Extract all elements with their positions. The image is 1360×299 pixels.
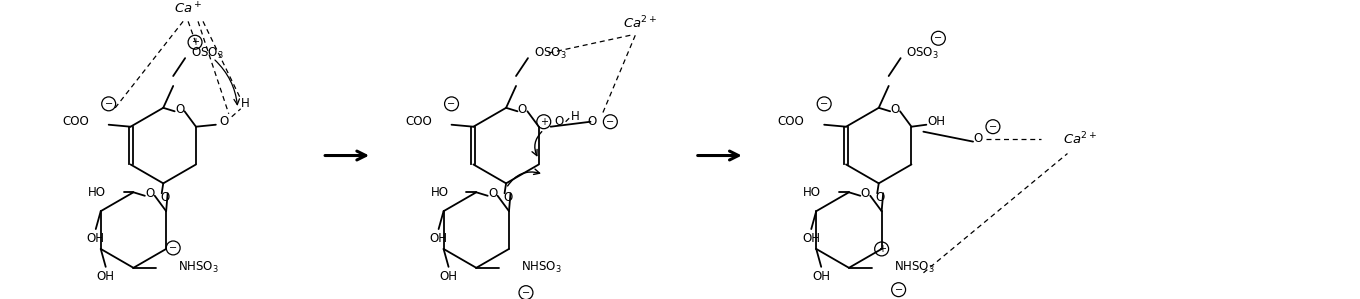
- Text: COO: COO: [778, 115, 804, 128]
- Text: HO: HO: [87, 186, 106, 199]
- Text: OSO$_3$: OSO$_3$: [906, 46, 938, 61]
- Text: −: −: [105, 99, 113, 109]
- Text: H: H: [241, 97, 250, 110]
- Text: −: −: [169, 243, 177, 253]
- Text: O: O: [488, 187, 498, 200]
- Text: O: O: [876, 191, 885, 204]
- Text: Ca$^+$: Ca$^+$: [174, 2, 203, 17]
- Text: O: O: [861, 187, 870, 200]
- Text: O: O: [518, 103, 528, 116]
- Text: +: +: [190, 37, 199, 47]
- Text: −: −: [934, 33, 942, 43]
- Text: O: O: [891, 103, 900, 116]
- Text: −: −: [522, 288, 530, 298]
- Text: H: H: [571, 110, 579, 123]
- Text: OH: OH: [928, 115, 945, 128]
- Text: OSO$_3$: OSO$_3$: [533, 46, 566, 61]
- Text: O: O: [175, 103, 184, 116]
- Text: −: −: [820, 99, 828, 109]
- Text: HO: HO: [431, 186, 449, 199]
- Text: NHSO$_3$: NHSO$_3$: [894, 260, 934, 275]
- Text: HO: HO: [804, 186, 821, 199]
- Text: COO: COO: [405, 115, 431, 128]
- Text: O: O: [588, 115, 597, 128]
- Text: NHSO$_3$: NHSO$_3$: [178, 260, 219, 275]
- Text: OH: OH: [802, 233, 820, 245]
- Text: OH: OH: [812, 270, 830, 283]
- Text: COO: COO: [63, 115, 88, 128]
- Text: O: O: [146, 187, 155, 200]
- Text: O: O: [219, 115, 228, 128]
- Text: O: O: [503, 191, 513, 204]
- Text: −: −: [607, 117, 615, 127]
- Text: −: −: [447, 99, 456, 109]
- Text: NHSO$_3$: NHSO$_3$: [521, 260, 562, 275]
- Text: O: O: [974, 132, 983, 145]
- Text: −: −: [895, 285, 903, 295]
- Text: OH: OH: [97, 270, 114, 283]
- Text: OSO$_3$: OSO$_3$: [190, 46, 223, 61]
- Text: OH: OH: [430, 233, 447, 245]
- Text: O: O: [160, 191, 170, 204]
- Text: OH: OH: [439, 270, 457, 283]
- Text: O: O: [554, 115, 563, 128]
- Text: +: +: [877, 244, 885, 254]
- Text: Ca$^{2+}$: Ca$^{2+}$: [623, 15, 657, 32]
- Text: +: +: [540, 117, 548, 127]
- Text: −: −: [989, 122, 997, 132]
- Text: OH: OH: [87, 233, 105, 245]
- Text: Ca$^{2+}$: Ca$^{2+}$: [1062, 130, 1096, 147]
